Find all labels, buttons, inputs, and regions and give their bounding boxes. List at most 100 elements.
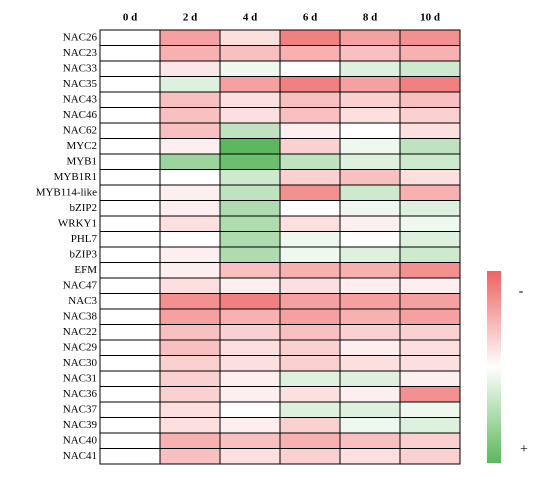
heatmap-cell xyxy=(279,184,341,201)
heatmap-cell xyxy=(339,45,401,62)
heatmap-cell xyxy=(159,293,221,310)
heatmap-cell xyxy=(159,45,221,62)
row-label: NAC43 xyxy=(63,93,98,105)
heatmap-cell xyxy=(99,246,161,263)
heatmap-cell xyxy=(99,169,161,186)
heatmap-cell xyxy=(279,370,341,387)
heatmap-cell xyxy=(99,184,161,201)
heatmap-cell xyxy=(219,76,281,93)
heatmap-cell xyxy=(339,184,401,201)
heatmap-cell xyxy=(99,60,161,77)
heatmap-cell xyxy=(99,215,161,232)
heatmap-cell xyxy=(99,370,161,387)
row-label: NAC30 xyxy=(63,357,98,369)
row-label: MYB114-like xyxy=(36,186,97,198)
heatmap-cell xyxy=(339,215,401,232)
row-label: NAC62 xyxy=(63,124,97,136)
heatmap-cell xyxy=(339,262,401,279)
column-label: 4 d xyxy=(243,12,257,24)
row-label: PHL7 xyxy=(71,233,98,245)
row-label: NAC41 xyxy=(63,450,97,462)
heatmap-cell xyxy=(159,448,221,465)
heatmap-cell xyxy=(279,60,341,77)
heatmap-cell xyxy=(339,277,401,294)
heatmap-cell xyxy=(219,324,281,341)
heatmap-cell xyxy=(219,246,281,263)
heatmap-cell xyxy=(219,339,281,356)
heatmap-cell xyxy=(339,153,401,170)
heatmap-cell xyxy=(159,386,221,403)
heatmap-cell xyxy=(99,262,161,279)
row-label: NAC46 xyxy=(63,109,98,121)
heatmap-cell xyxy=(219,184,281,201)
row-label: NAC47 xyxy=(63,279,98,291)
heatmap-cell xyxy=(279,448,341,465)
heatmap-cell xyxy=(219,370,281,387)
legend-label: + xyxy=(520,442,528,457)
heatmap-cell xyxy=(219,231,281,248)
heatmap-cell xyxy=(99,45,161,62)
heatmap-cell xyxy=(339,60,401,77)
heatmap-cell xyxy=(279,324,341,341)
heatmap-cell xyxy=(219,138,281,155)
heatmap-cell xyxy=(99,401,161,418)
heatmap-cell xyxy=(159,324,221,341)
heatmap-cell xyxy=(159,355,221,372)
heatmap-cell xyxy=(279,308,341,325)
row-label: NAC31 xyxy=(63,372,97,384)
heatmap-cell xyxy=(399,107,461,124)
heatmap-cell xyxy=(159,231,221,248)
row-label: NAC36 xyxy=(63,388,98,400)
row-label: bZIP3 xyxy=(70,248,98,260)
heatmap-cell xyxy=(219,153,281,170)
heatmap-cell xyxy=(279,246,341,263)
heatmap-cell xyxy=(159,91,221,108)
heatmap-cell xyxy=(339,91,401,108)
heatmap-cell xyxy=(159,153,221,170)
row-label: NAC38 xyxy=(63,310,98,322)
row-label: NAC29 xyxy=(63,341,98,353)
heatmap-cell xyxy=(399,246,461,263)
heatmap-cell xyxy=(219,45,281,62)
heatmap-cell xyxy=(159,138,221,155)
heatmap-cell xyxy=(159,417,221,434)
heatmap-cell xyxy=(279,107,341,124)
row-label: MYB1 xyxy=(66,155,97,167)
heatmap-cell xyxy=(339,107,401,124)
heatmap-cell xyxy=(99,339,161,356)
heatmap-cell xyxy=(279,200,341,217)
heatmap-cell xyxy=(279,417,341,434)
heatmap-cell xyxy=(339,293,401,310)
heatmap-cell xyxy=(159,29,221,46)
heatmap-cell xyxy=(339,246,401,263)
heatmap-cell xyxy=(279,262,341,279)
heatmap-cell xyxy=(219,169,281,186)
heatmap-cell xyxy=(99,76,161,93)
heatmap-cell xyxy=(279,76,341,93)
heatmap-cell xyxy=(159,169,221,186)
heatmap-cell xyxy=(339,122,401,139)
heatmap-cell xyxy=(399,401,461,418)
heatmap-cell xyxy=(219,448,281,465)
heatmap-cell xyxy=(279,138,341,155)
heatmap-cell xyxy=(219,355,281,372)
heatmap-cell xyxy=(399,200,461,217)
heatmap-cell xyxy=(399,60,461,77)
heatmap-cell xyxy=(99,308,161,325)
heatmap-cell xyxy=(339,138,401,155)
heatmap-cell xyxy=(339,417,401,434)
heatmap-cell xyxy=(399,153,461,170)
heatmap-cell xyxy=(99,355,161,372)
heatmap-cell xyxy=(399,308,461,325)
heatmap-cell xyxy=(159,184,221,201)
heatmap-cell xyxy=(339,370,401,387)
heatmap-cell xyxy=(219,60,281,77)
column-label: 8 d xyxy=(363,12,377,24)
column-label: 10 d xyxy=(420,12,440,24)
heatmap-cell xyxy=(219,262,281,279)
heatmap-cell xyxy=(219,308,281,325)
heatmap-cell xyxy=(339,29,401,46)
heatmap-cell xyxy=(99,122,161,139)
heatmap-cell xyxy=(399,324,461,341)
